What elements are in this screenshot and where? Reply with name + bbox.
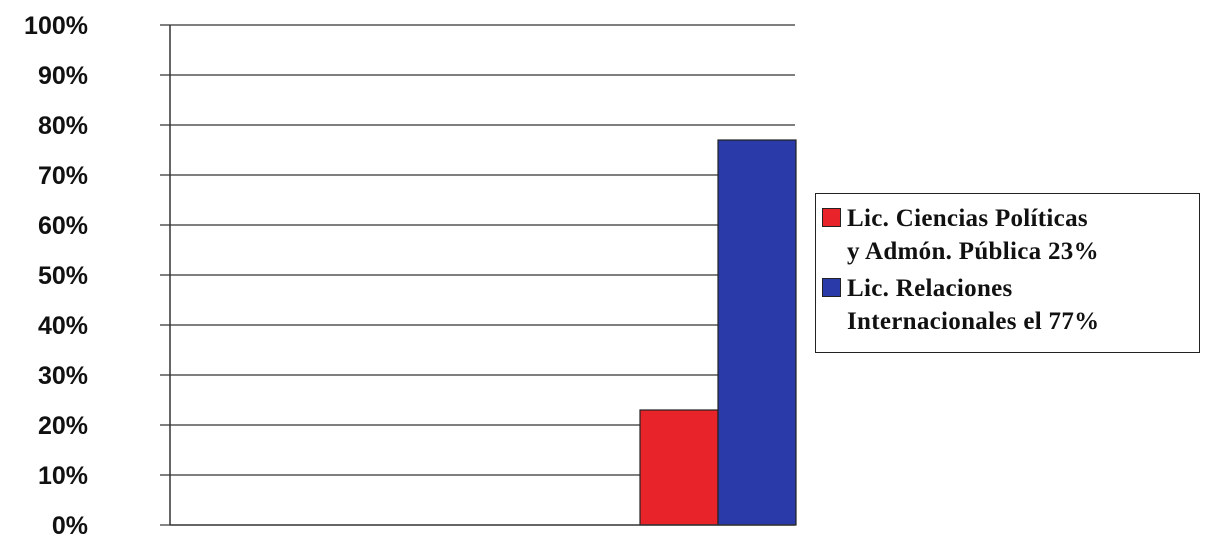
bar-ciencias-politicas bbox=[639, 409, 719, 526]
legend: Lic. Ciencias Políticas y Admón. Pública… bbox=[815, 193, 1200, 353]
y-tick-label: 30% bbox=[38, 362, 88, 390]
legend-label-line1: Lic. Ciencias Políticas bbox=[847, 205, 1088, 232]
y-tick-label: 50% bbox=[38, 262, 88, 290]
legend-swatch-blue bbox=[822, 278, 841, 297]
bar-relaciones-internacionales bbox=[717, 139, 797, 526]
y-tick-label: 20% bbox=[38, 412, 88, 440]
y-tick-label: 80% bbox=[38, 112, 88, 140]
gridlines bbox=[160, 24, 795, 526]
y-axis-tick-labels: 0% 10% 20% 30% 40% 50% 60% 70% 80% 90% 100% bbox=[24, 12, 88, 540]
y-tick-label: 90% bbox=[38, 62, 88, 90]
legend-label: Lic. Relaciones Internacionales el 77% bbox=[847, 272, 1099, 338]
legend-item-ciencias-politicas: Lic. Ciencias Políticas y Admón. Pública… bbox=[822, 202, 1193, 268]
y-tick-label: 60% bbox=[38, 212, 88, 240]
y-tick-label: 40% bbox=[38, 312, 88, 340]
legend-label: Lic. Ciencias Políticas y Admón. Pública… bbox=[847, 202, 1099, 268]
legend-label-line2: y Admón. Pública 23% bbox=[847, 238, 1099, 265]
legend-label-line1: Lic. Relaciones bbox=[847, 275, 1013, 302]
y-tick-label: 100% bbox=[24, 12, 88, 40]
y-tick-label: 0% bbox=[52, 512, 88, 540]
y-tick-label: 70% bbox=[38, 162, 88, 190]
bars bbox=[639, 139, 797, 526]
legend-swatch-red bbox=[822, 208, 841, 227]
y-tick-label: 10% bbox=[38, 462, 88, 490]
legend-item-relaciones-internacionales: Lic. Relaciones Internacionales el 77% bbox=[822, 272, 1193, 338]
legend-label-line2: Internacionales el 77% bbox=[847, 308, 1100, 335]
